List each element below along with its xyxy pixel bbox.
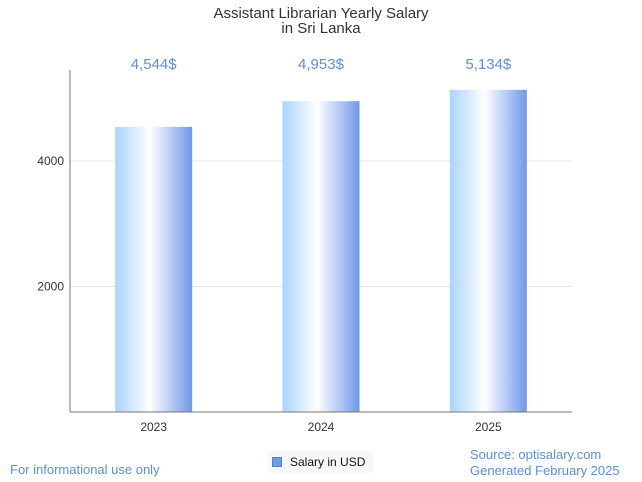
- y-tick-label: 4000: [37, 154, 64, 168]
- value-labels: 4,544$ 4,953$ 5,134$: [131, 56, 512, 73]
- chart-title: Assistant Librarian Yearly Salary in Sri…: [213, 5, 429, 37]
- generated-text: Generated February 2025: [470, 463, 620, 478]
- bar-2024[interactable]: [282, 101, 360, 412]
- bar-value-label: 5,134$: [465, 56, 512, 73]
- bars: [115, 89, 527, 413]
- chart-title-line-2: in Sri Lanka: [281, 20, 361, 37]
- axis-ticks: 2000 4000 2023 2024 2025: [37, 154, 502, 434]
- bar-value-label: 4,544$: [131, 56, 178, 73]
- source-info: Source: optisalary.com Generated Februar…: [470, 447, 620, 479]
- bar-value-label: 4,953$: [298, 56, 345, 73]
- x-tick-label: 2023: [140, 420, 167, 434]
- legend[interactable]: Salary in USD: [268, 451, 374, 473]
- bar-2025[interactable]: [449, 89, 527, 413]
- bar-2023[interactable]: [115, 126, 193, 412]
- chart-title-line-1: Assistant Librarian Yearly Salary: [213, 5, 429, 22]
- legend-label: Salary in USD: [290, 455, 366, 469]
- source-text: Source: optisalary.com: [470, 447, 602, 462]
- x-tick-label: 2024: [308, 420, 335, 434]
- x-tick-label: 2025: [475, 420, 502, 434]
- legend-swatch: [272, 457, 282, 467]
- y-tick-label: 2000: [37, 279, 64, 293]
- disclaimer-text: For informational use only: [10, 462, 160, 477]
